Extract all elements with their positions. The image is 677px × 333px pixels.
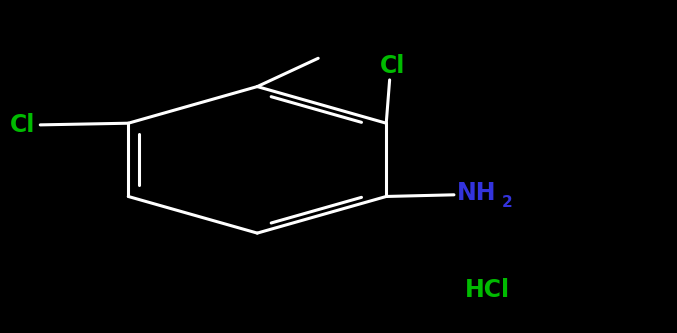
Text: 2: 2 (502, 194, 512, 210)
Text: NH: NH (458, 181, 497, 205)
Text: Cl: Cl (9, 113, 35, 137)
Text: Cl: Cl (380, 54, 406, 78)
Text: HCl: HCl (465, 278, 510, 302)
